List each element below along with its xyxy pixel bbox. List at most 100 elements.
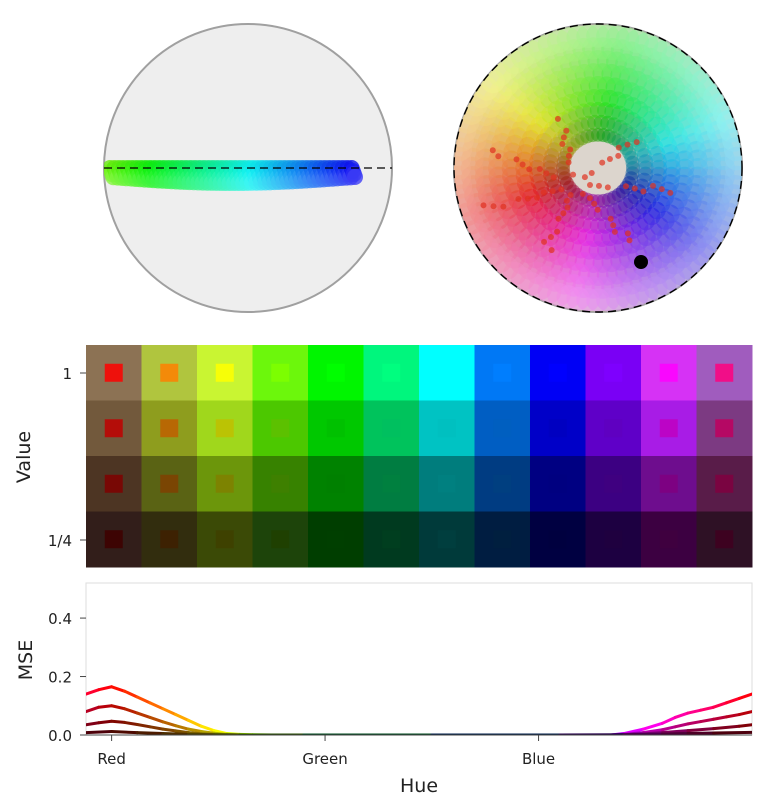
ring-point xyxy=(547,233,554,240)
y-tick-label: 0.4 xyxy=(48,610,72,628)
swatch-grid-panel: 1 1/4 Value xyxy=(13,345,753,568)
ring-point xyxy=(480,202,487,209)
target-swatch xyxy=(548,474,567,493)
ring-side-points xyxy=(104,160,363,191)
target-swatch xyxy=(326,474,345,493)
x-tick-label: Green xyxy=(302,750,347,768)
target-swatch xyxy=(604,530,623,549)
ring-point xyxy=(490,203,497,210)
mse-series-segment xyxy=(110,729,139,735)
mse-series-segment xyxy=(148,725,165,731)
target-swatch xyxy=(659,363,678,382)
mse-series-segment xyxy=(86,721,101,727)
mse-series-segment xyxy=(199,724,216,733)
mse-series-segment xyxy=(135,711,152,719)
target-swatch xyxy=(382,530,401,549)
mse-chart-panel: Red Green Blue 0.0 0.2 0.4 MSE Hue xyxy=(15,582,753,797)
ring-point xyxy=(586,195,593,202)
ring-point xyxy=(640,188,647,195)
ring-point xyxy=(667,189,674,196)
ring-point xyxy=(495,153,502,160)
ring-point xyxy=(570,171,577,178)
hue-ring-top-panel xyxy=(453,23,743,313)
mse-series-segment xyxy=(122,689,139,699)
mse-series-segment xyxy=(660,715,677,725)
target-swatch xyxy=(659,419,678,438)
target-swatch xyxy=(160,419,179,438)
ring-point xyxy=(554,115,561,122)
target-swatch xyxy=(215,363,234,382)
mse-series-segment xyxy=(110,719,126,724)
mse-series-segment xyxy=(148,715,165,724)
mse-series-segment xyxy=(122,720,139,726)
target-swatch xyxy=(715,363,734,382)
target-swatch xyxy=(215,530,234,549)
ring-point xyxy=(581,174,588,181)
ring-point xyxy=(631,185,638,192)
mse-series-segment xyxy=(737,723,752,728)
target-swatch xyxy=(604,419,623,438)
ring-point xyxy=(724,146,742,171)
target-swatch xyxy=(548,419,567,438)
mse-series-segment xyxy=(724,696,741,705)
target-swatch xyxy=(437,419,456,438)
target-swatch xyxy=(271,530,290,549)
ring-point xyxy=(540,189,547,196)
target-swatch xyxy=(271,474,290,493)
target-swatch xyxy=(104,363,123,382)
ring-point xyxy=(595,182,602,189)
target-swatch xyxy=(493,474,512,493)
ring-point xyxy=(515,196,522,203)
ring-point xyxy=(615,144,622,151)
ring-point xyxy=(599,159,606,166)
mse-series-segment xyxy=(641,721,664,731)
target-swatch xyxy=(493,419,512,438)
y-axis-title: Value xyxy=(13,431,35,483)
ring-point xyxy=(567,146,574,153)
mse-series-segment xyxy=(673,722,690,729)
ring-point xyxy=(587,182,593,188)
mse-series-segment xyxy=(174,724,190,731)
ring-point xyxy=(625,155,640,170)
target-swatch xyxy=(326,530,345,549)
target-swatch xyxy=(715,474,734,493)
ring-point xyxy=(555,215,562,222)
mse-series-segment xyxy=(148,701,165,711)
mse-series-segment xyxy=(161,720,178,728)
ring-point xyxy=(548,247,555,254)
x-axis-title: Hue xyxy=(400,775,438,797)
mse-series-segment xyxy=(186,727,203,733)
mse-series-segment xyxy=(135,731,165,735)
mse-series-segment xyxy=(135,695,152,705)
ring-point xyxy=(624,141,631,148)
x-ticks: Red Green Blue xyxy=(97,735,555,768)
target-swatch xyxy=(104,474,123,493)
ring-point xyxy=(560,134,567,141)
target-swatch xyxy=(715,419,734,438)
mse-series-segment xyxy=(161,707,178,717)
ring-point xyxy=(624,230,631,237)
target-swatch xyxy=(382,363,401,382)
ring-point xyxy=(563,197,570,204)
mse-series-segment xyxy=(161,732,190,735)
mse-series-segment xyxy=(97,719,114,725)
origin-marker xyxy=(634,255,648,269)
target-swatch xyxy=(437,474,456,493)
mse-series-segment xyxy=(174,729,190,735)
mse-series-segment xyxy=(712,715,728,721)
y-tick-label-top: 1 xyxy=(62,365,72,383)
mse-series-segment xyxy=(86,729,114,735)
ring-point xyxy=(591,200,598,207)
mse-series-segment xyxy=(97,685,114,692)
hue-ring-side-panel xyxy=(103,23,393,313)
ring-top-points xyxy=(454,24,742,312)
target-swatch xyxy=(271,363,290,382)
target-swatch xyxy=(604,474,623,493)
ring-point xyxy=(637,154,654,170)
target-swatch xyxy=(382,474,401,493)
ring-point xyxy=(626,237,633,244)
mse-series-segment xyxy=(660,732,690,735)
ring-point xyxy=(604,184,611,191)
mse-series-segment xyxy=(174,713,190,722)
mse-series-segment xyxy=(699,705,716,712)
